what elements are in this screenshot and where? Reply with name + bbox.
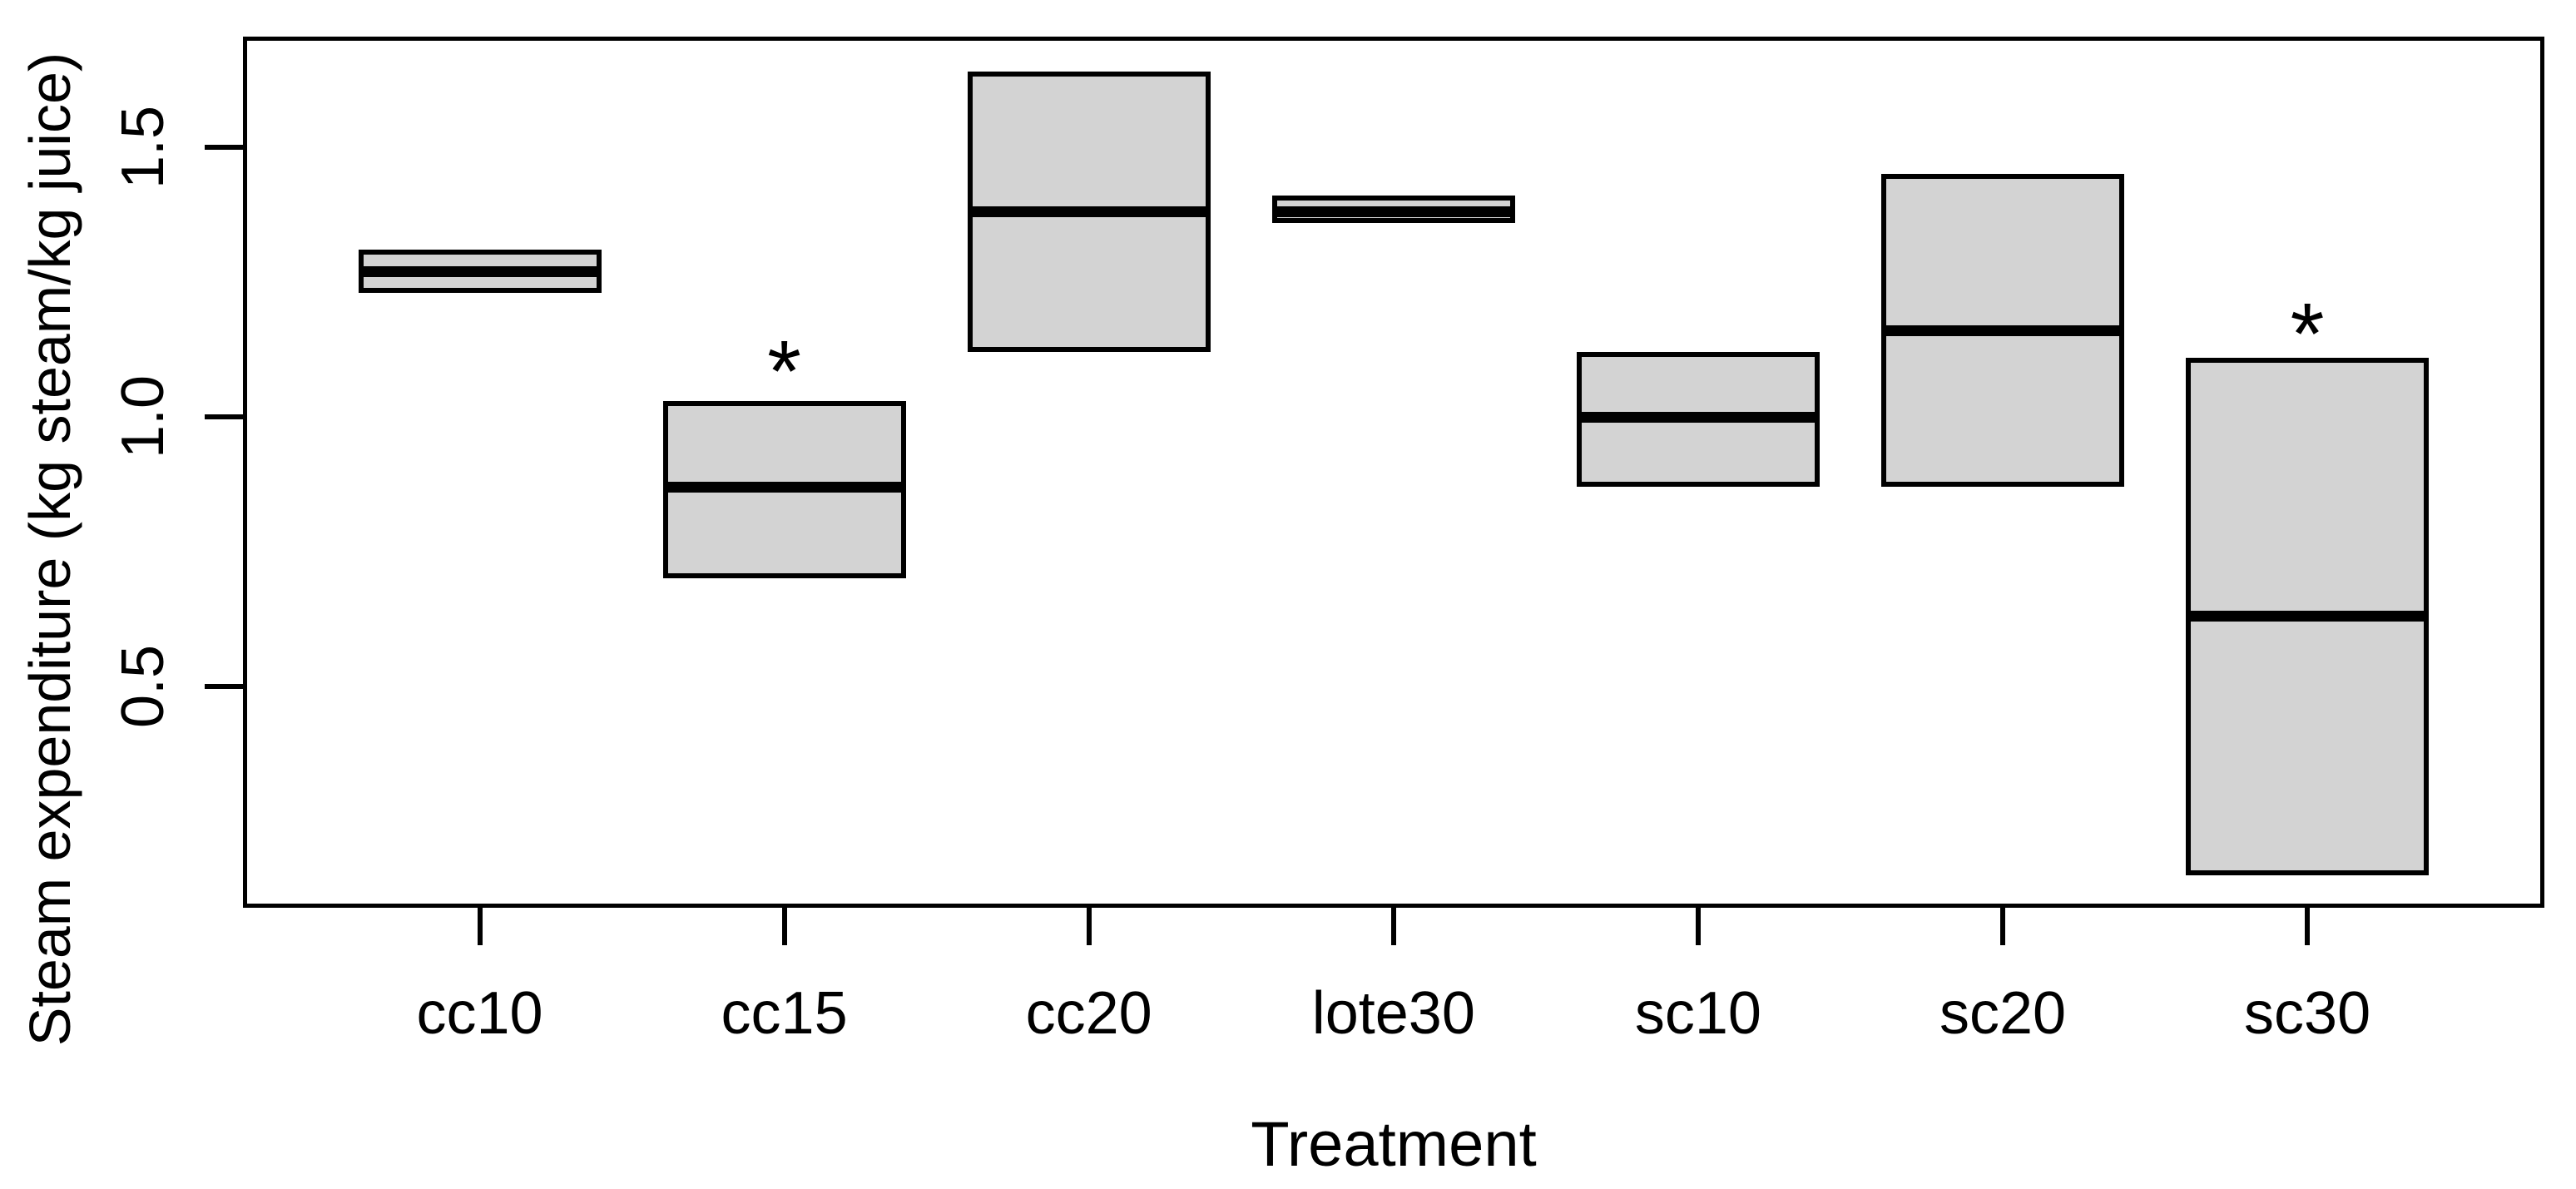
y-tick-label-0.5: 0.5	[110, 644, 176, 729]
x-axis-label-sc10: sc10	[1634, 980, 1761, 1047]
x-tick-sc10	[1695, 908, 1701, 945]
box-median-cc10	[358, 265, 602, 277]
x-tick-cc20	[1086, 908, 1092, 945]
box-median-cc15	[662, 481, 906, 493]
x-axis-label-lote30: lote30	[1311, 980, 1475, 1047]
x-axis-label-sc30: sc30	[2244, 980, 2371, 1047]
x-axis-label-cc20: cc20	[1025, 980, 1152, 1047]
x-axis-label-cc15: cc15	[721, 980, 848, 1047]
y-tick-label-1.5: 1.5	[110, 105, 176, 190]
box-median-cc20	[967, 206, 1211, 218]
x-tick-sc30	[2305, 908, 2311, 945]
x-tick-lote30	[1390, 908, 1396, 945]
x-axis-label-sc20: sc20	[1939, 980, 2067, 1047]
y-tick-label-1.0: 1.0	[110, 374, 176, 459]
y-tick-1.0	[205, 414, 243, 419]
y-tick-1.5	[205, 145, 243, 150]
x-tick-cc10	[477, 908, 483, 945]
plot-frame	[243, 37, 2544, 908]
x-axis-label-cc10: cc10	[416, 980, 543, 1047]
box-median-sc10	[1576, 411, 1820, 423]
box-median-lote30	[1271, 206, 1515, 218]
box-median-sc20	[1881, 324, 2124, 336]
x-tick-cc15	[781, 908, 787, 945]
y-tick-0.5	[205, 684, 243, 689]
y-axis-title: Steam expenditure (kg steam/kg juice)	[17, 52, 82, 1047]
x-tick-sc20	[2000, 908, 2005, 945]
x-axis-title: Treatment	[1251, 1109, 1537, 1180]
box-median-sc30	[2186, 611, 2430, 622]
